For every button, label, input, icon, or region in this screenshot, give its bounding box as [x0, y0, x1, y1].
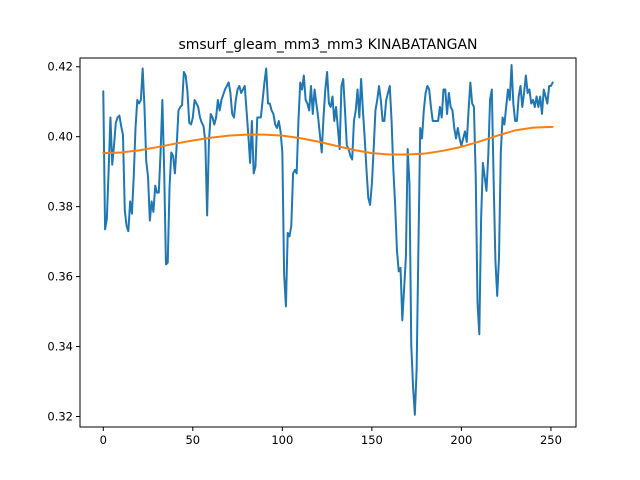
- y-tick-label: 0.32: [47, 410, 73, 424]
- y-tick-label: 0.34: [47, 340, 73, 354]
- x-tick-label: 250: [540, 433, 562, 447]
- series-line-1: [102, 125, 554, 156]
- x-tick-label: 0: [100, 433, 107, 447]
- series-layer: [102, 64, 554, 416]
- x-tick-label: 50: [185, 433, 200, 447]
- y-tick-label: 0.40: [47, 130, 73, 144]
- y-tick-label: 0.42: [47, 60, 73, 74]
- x-axis: 0 50 100 150 200 250: [100, 427, 562, 447]
- x-tick-label: 150: [361, 433, 383, 447]
- x-tick-label: 200: [450, 433, 472, 447]
- y-tick-label: 0.36: [47, 270, 73, 284]
- chart-title: smsurf_gleam_mm3_mm3 KINABATANGAN: [178, 37, 477, 53]
- y-axis: 0.32 0.34 0.36 0.38 0.40 0.42: [47, 60, 80, 424]
- x-tick-label: 100: [271, 433, 293, 447]
- plot-frame: [79, 57, 577, 428]
- y-tick-label: 0.38: [47, 200, 73, 214]
- series-line-0: [102, 64, 554, 416]
